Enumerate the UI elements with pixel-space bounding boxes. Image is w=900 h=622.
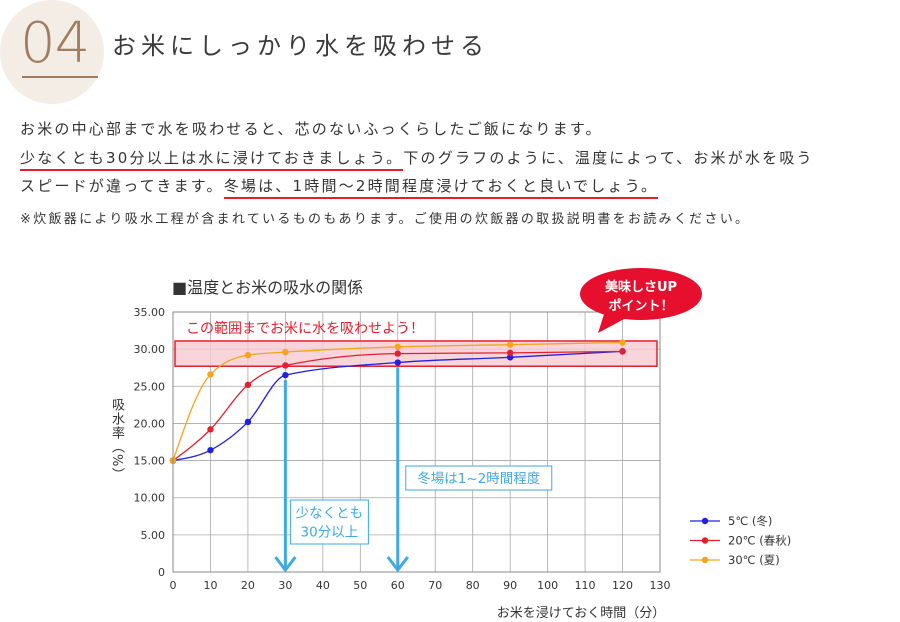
y-tick-label: 25.00: [134, 380, 166, 393]
marker-label-box: [405, 465, 553, 491]
x-tick-label: 70: [428, 579, 442, 592]
data-point-series-2-5: [506, 341, 514, 348]
y-tick-label: 15.00: [134, 455, 166, 468]
emphasis-winter-soak-time: 冬場は、1時間〜2時間程度浸けておくと良いでしょう。: [223, 177, 659, 199]
data-point-series-1-1: [207, 426, 214, 433]
x-tick-label: 20: [241, 579, 255, 592]
data-point-series-1-3: [282, 362, 289, 369]
data-point-series-0-4: [394, 359, 401, 366]
y-tick-label: 30.00: [134, 343, 166, 356]
y-tick-label: 20.00: [134, 417, 166, 430]
marker-label-box: [289, 499, 369, 545]
marker-arrow-head: [274, 556, 297, 573]
marker-label-text: 30分以上: [301, 525, 359, 541]
callout-text-line1: 美味しさUP: [605, 279, 677, 295]
legend-label: 20℃ (春秋): [728, 534, 791, 548]
y-axis-label: 吸水率（%）: [109, 398, 124, 482]
section-number-badge: 04: [0, 0, 104, 104]
x-tick-label: 130: [650, 579, 671, 592]
x-tick-label: 120: [612, 579, 633, 592]
legend-label: 5℃ (冬): [728, 514, 772, 528]
callout-bubble: [580, 268, 702, 320]
x-tick-label: 60: [391, 579, 405, 592]
data-point-series-0-3: [282, 371, 289, 379]
x-tick-label: 40: [316, 579, 330, 592]
body-line-1: お米の中心部まで水を吸わせると、芯のないふっくらしたご飯になります。: [20, 120, 603, 138]
series-line-1: [172, 350, 623, 462]
target-band-label: この範囲までお米に水を吸わせよう！: [186, 320, 424, 337]
x-tick-label: 80: [466, 579, 480, 592]
section-number-underline: [22, 76, 98, 78]
data-point-series-2-3: [282, 348, 289, 356]
water-absorption-chart: ■温度とお米の吸水の関係 お米を浸けておく時間（分） この範囲までお米に水を吸わ…: [134, 268, 791, 621]
marker-label-text: 少なくとも: [296, 506, 364, 522]
x-tick-label: 10: [203, 579, 217, 592]
data-point-series-2-2: [244, 351, 252, 359]
marker-label-text: 冬場は1~2時間程度: [417, 471, 540, 487]
series-line-0: [172, 350, 623, 462]
data-point-series-2-6: [619, 339, 626, 346]
data-point-series-2-1: [207, 371, 214, 378]
data-point-series-1-6: [619, 348, 626, 355]
data-point-series-1-5: [506, 349, 514, 357]
emphasis-soak-30-minutes: 少なくとも30分以上は水に浸けておきましょう。: [20, 149, 404, 171]
section-title: お米にしっかり水を吸わせる: [112, 32, 489, 60]
data-point-series-0-1: [207, 446, 214, 454]
data-point-series-1-4: [394, 350, 401, 357]
section-number: 04: [20, 11, 90, 76]
y-tick-label: 10.00: [134, 492, 166, 505]
x-tick-label: 90: [503, 579, 517, 592]
body-line-3-start: スピードが違ってきます。: [20, 177, 224, 195]
y-tick-label: 0: [158, 566, 165, 579]
chart-title: ■温度とお米の吸水の関係: [172, 278, 363, 297]
x-tick-label: 30: [278, 579, 292, 592]
plot-frame: [172, 311, 661, 573]
data-point-series-1-2: [244, 381, 252, 388]
x-axis-label: お米を浸けておく時間（分）: [497, 606, 666, 621]
legend-swatch-marker: [701, 537, 709, 544]
legend-swatch-marker: [701, 517, 709, 525]
legend-label: 30℃ (夏): [728, 553, 780, 567]
x-tick-label: 110: [575, 579, 596, 592]
y-tick-label: 35.00: [134, 306, 166, 319]
data-point-series-0-2: [244, 418, 252, 426]
data-point-series-0-5: [506, 354, 514, 361]
x-tick-label: 0: [170, 579, 177, 592]
x-tick-label: 50: [353, 579, 367, 592]
y-tick-label: 5.00: [141, 529, 166, 542]
callout-text-line2: ポイント！: [608, 298, 673, 314]
body-line-3: スピードが違ってきます。冬場は、1時間〜2時間程度浸けておくと良いでしょう。: [20, 177, 659, 199]
marker-arrow-head: [386, 556, 409, 573]
x-tick-label: 100: [537, 579, 558, 592]
legend-swatch-marker: [701, 556, 709, 564]
data-point-series-2-4: [394, 343, 401, 351]
rice-cooker-note: ※炊飯器により吸水工程が含まれているものもあります。ご使用の炊飯器の取扱説明書を…: [20, 212, 751, 227]
body-line-2-rest: 下のグラフのように、温度によって、お米が水を吸う: [403, 149, 814, 167]
body-line-2: 少なくとも30分以上は水に浸けておきましょう。下のグラフのように、温度によって、…: [20, 149, 814, 171]
